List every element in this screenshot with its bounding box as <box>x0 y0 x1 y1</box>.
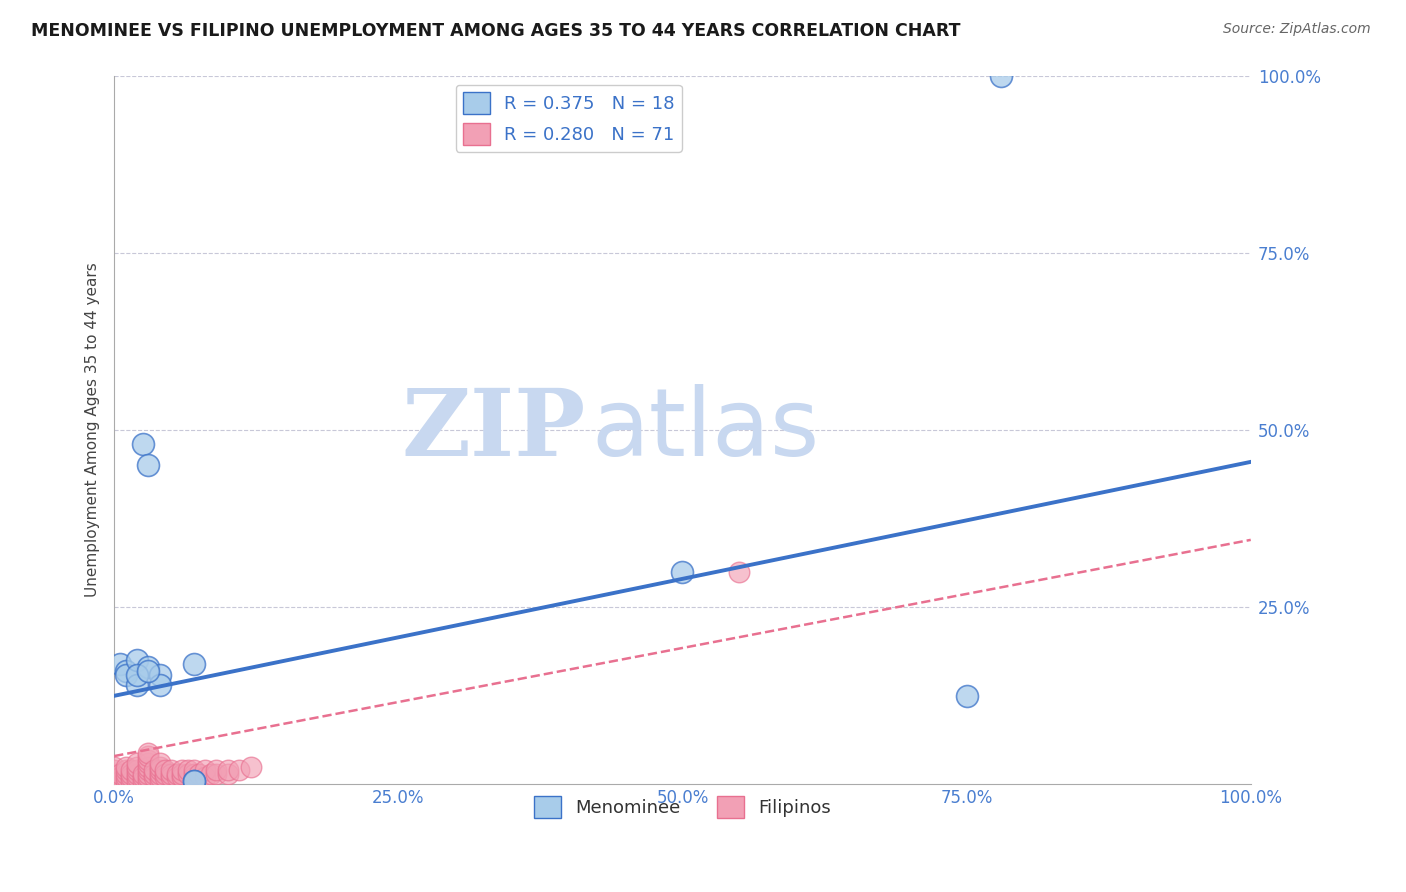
Point <box>205 764 228 778</box>
Point <box>149 756 172 771</box>
Point <box>155 766 177 780</box>
Point <box>160 766 183 780</box>
Point <box>125 756 148 771</box>
Point <box>125 773 148 788</box>
Point <box>114 766 136 780</box>
Point <box>228 764 250 778</box>
Point <box>136 753 159 767</box>
Point <box>108 657 131 671</box>
Text: atlas: atlas <box>592 384 820 476</box>
Point <box>177 766 200 780</box>
Point <box>149 770 172 784</box>
Point <box>183 773 205 788</box>
Point <box>114 760 136 774</box>
Point <box>217 764 239 778</box>
Point <box>103 773 125 788</box>
Point <box>136 764 159 778</box>
Text: ZIP: ZIP <box>402 385 586 475</box>
Point <box>217 766 239 780</box>
Point <box>239 760 262 774</box>
Point <box>103 764 125 778</box>
Point <box>125 667 148 681</box>
Point <box>136 746 159 760</box>
Point <box>131 766 153 780</box>
Point <box>136 766 159 780</box>
Point <box>172 766 194 780</box>
Point <box>149 667 172 681</box>
Point <box>136 660 159 674</box>
Point <box>177 764 200 778</box>
Point <box>131 437 153 451</box>
Point <box>108 773 131 788</box>
Point <box>671 565 693 579</box>
Point <box>183 657 205 671</box>
Point <box>183 770 205 784</box>
Point <box>143 764 166 778</box>
Point <box>136 458 159 473</box>
Point <box>160 770 183 784</box>
Point <box>143 770 166 784</box>
Point <box>149 678 172 692</box>
Point <box>103 770 125 784</box>
Point <box>125 653 148 667</box>
Point <box>125 678 148 692</box>
Point <box>149 773 172 788</box>
Point <box>120 773 142 788</box>
Point <box>149 766 172 780</box>
Point <box>120 764 142 778</box>
Point <box>200 766 222 780</box>
Point <box>114 764 136 778</box>
Point <box>131 770 153 784</box>
Point <box>136 773 159 788</box>
Point <box>194 770 217 784</box>
Point <box>136 756 159 771</box>
Point <box>172 764 194 778</box>
Point <box>125 764 148 778</box>
Point <box>114 664 136 678</box>
Point <box>103 766 125 780</box>
Point <box>136 749 159 764</box>
Point <box>125 770 148 784</box>
Point <box>728 565 751 579</box>
Point <box>194 764 217 778</box>
Point <box>103 760 125 774</box>
Point <box>114 770 136 784</box>
Point <box>183 764 205 778</box>
Point <box>172 770 194 784</box>
Point <box>108 766 131 780</box>
Point <box>160 764 183 778</box>
Point <box>955 689 977 703</box>
Point <box>166 766 188 780</box>
Point <box>136 664 159 678</box>
Point <box>205 766 228 780</box>
Point <box>149 760 172 774</box>
Point <box>136 760 159 774</box>
Point <box>155 770 177 784</box>
Point <box>183 773 205 788</box>
Point <box>120 770 142 784</box>
Point <box>125 760 148 774</box>
Point <box>143 766 166 780</box>
Legend: Menominee, Filipinos: Menominee, Filipinos <box>527 789 838 825</box>
Point <box>149 764 172 778</box>
Point <box>114 773 136 788</box>
Point <box>120 766 142 780</box>
Point <box>990 69 1012 83</box>
Point <box>131 773 153 788</box>
Text: Source: ZipAtlas.com: Source: ZipAtlas.com <box>1223 22 1371 37</box>
Point <box>155 764 177 778</box>
Point <box>108 770 131 784</box>
Point <box>183 766 205 780</box>
Point <box>136 770 159 784</box>
Point <box>188 766 211 780</box>
Point <box>166 770 188 784</box>
Text: MENOMINEE VS FILIPINO UNEMPLOYMENT AMONG AGES 35 TO 44 YEARS CORRELATION CHART: MENOMINEE VS FILIPINO UNEMPLOYMENT AMONG… <box>31 22 960 40</box>
Point <box>125 766 148 780</box>
Point <box>114 667 136 681</box>
Y-axis label: Unemployment Among Ages 35 to 44 years: Unemployment Among Ages 35 to 44 years <box>86 262 100 598</box>
